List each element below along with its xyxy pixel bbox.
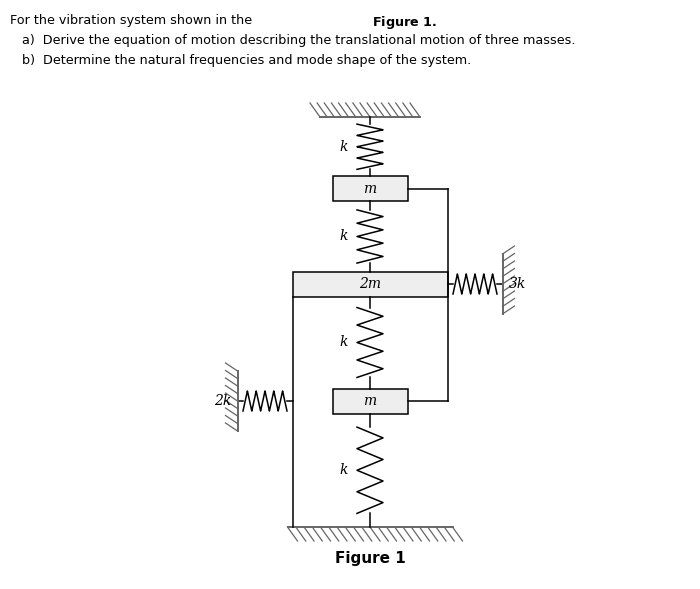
Text: b)  Determine the natural frequencies and mode shape of the system.: b) Determine the natural frequencies and… xyxy=(22,54,471,67)
Bar xyxy=(293,272,447,296)
Text: k: k xyxy=(340,140,348,154)
Text: m: m xyxy=(363,394,377,408)
Text: $\mathbf{Figure\ 1.}$: $\mathbf{Figure\ 1.}$ xyxy=(372,14,437,31)
Text: 2k: 2k xyxy=(214,394,232,408)
Text: k: k xyxy=(340,336,348,349)
Bar xyxy=(332,177,407,201)
Text: k: k xyxy=(340,230,348,243)
Bar xyxy=(332,389,407,413)
Text: k: k xyxy=(340,464,348,477)
Text: 3k: 3k xyxy=(508,277,526,291)
Text: a)  Derive the equation of motion describing the translational motion of three m: a) Derive the equation of motion describ… xyxy=(22,34,575,47)
Text: For the vibration system shown in the: For the vibration system shown in the xyxy=(10,14,256,27)
Text: Figure 1: Figure 1 xyxy=(335,551,405,567)
Text: m: m xyxy=(363,182,377,196)
Text: 2m: 2m xyxy=(359,277,381,291)
